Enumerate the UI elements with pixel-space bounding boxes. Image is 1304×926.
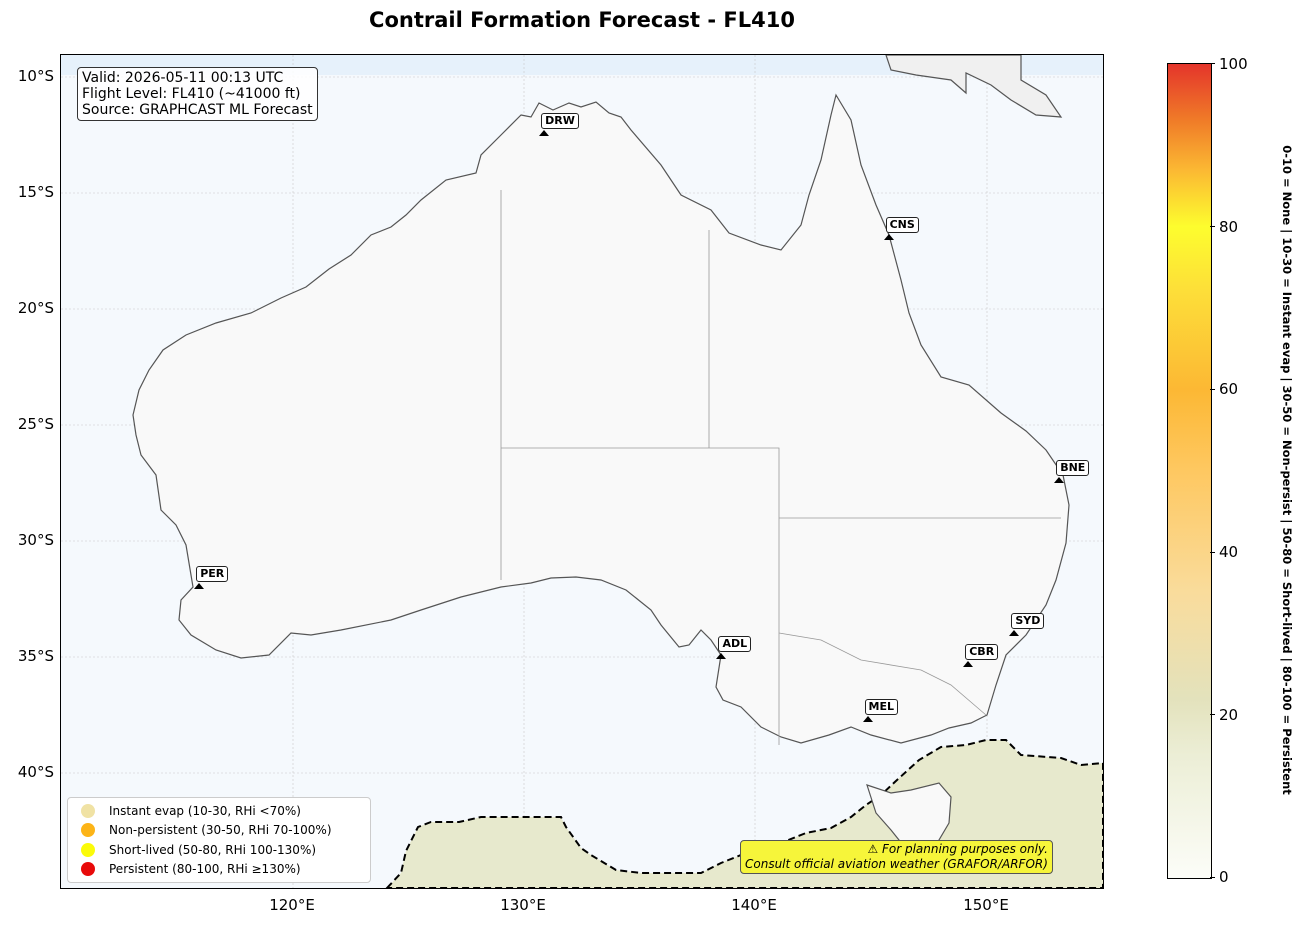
lat-tick: 30°S — [17, 531, 54, 549]
colorbar-tick: 40 — [1219, 543, 1239, 561]
airport-marker — [194, 583, 205, 589]
lat-tick: 15°S — [17, 183, 54, 201]
airport-label[interactable]: CNS — [885, 216, 919, 233]
planning-warning: ⚠ For planning purposes only. Consult of… — [740, 840, 1053, 874]
australia-landmass — [132, 93, 1070, 744]
warning-line-1: ⚠ For planning purposes only. — [867, 842, 1048, 856]
legend-label: Persistent (80-100, RHi ≥130%) — [109, 862, 301, 877]
airport-label[interactable]: BNE — [1056, 460, 1090, 477]
info-source: Source: GRAPHCAST ML Forecast — [82, 102, 313, 118]
lat-tick: 40°S — [17, 763, 54, 781]
airport-marker — [862, 715, 873, 722]
colorbar-tick: 0 — [1219, 868, 1229, 886]
info-box: Valid: 2026-05-11 00:13 UTC Flight Level… — [77, 67, 318, 121]
airport-label[interactable]: SYD — [1011, 612, 1045, 629]
lon-tick: 120°E — [269, 896, 315, 914]
new-guinea — [885, 55, 1063, 118]
airport-marker — [963, 661, 974, 668]
lon-tick: 130°E — [500, 896, 546, 914]
airport-marker — [1054, 477, 1065, 484]
lon-tick: 140°E — [731, 896, 777, 914]
tasmania — [866, 782, 952, 854]
airport-label[interactable]: DRW — [541, 112, 579, 129]
legend-swatch — [81, 862, 95, 877]
northern-band — [61, 55, 1103, 75]
map-canvas — [61, 55, 1103, 888]
chart-title: Contrail Formation Forecast - FL410 — [369, 8, 795, 32]
airport-label[interactable]: ADL — [718, 635, 752, 652]
colorbar-tick: 100 — [1219, 55, 1248, 73]
legend-label: Non-persistent (30-50, RHi 70-100%) — [109, 823, 332, 838]
colorbar-tick: 20 — [1219, 706, 1239, 724]
colorbar-tick: 80 — [1219, 218, 1239, 236]
legend-item: Persistent (80-100, RHi ≥130%) — [74, 860, 364, 880]
legend-item: Non-persistent (30-50, RHi 70-100%) — [74, 821, 364, 841]
warning-line-2: Consult official aviation weather (GRAFO… — [745, 857, 1048, 871]
state-borders — [500, 190, 1061, 745]
airport-marker — [1009, 629, 1020, 636]
airport-label[interactable]: CBR — [965, 644, 999, 661]
legend-swatch — [81, 823, 95, 838]
colorbar — [1167, 63, 1212, 879]
airport-marker — [539, 129, 550, 136]
airport-marker — [883, 233, 894, 240]
legend-swatch — [81, 842, 95, 857]
airport-marker — [716, 652, 727, 659]
lat-tick: 20°S — [17, 299, 54, 317]
colorbar-tick: 60 — [1219, 380, 1239, 398]
legend-item: Short-lived (50-80, RHi 100-130%) — [74, 840, 364, 860]
legend-label: Instant evap (10-30, RHi <70%) — [109, 803, 301, 818]
map-panel[interactable]: Valid: 2026-05-11 00:13 UTC Flight Level… — [60, 54, 1104, 889]
legend-label: Short-lived (50-80, RHi 100-130%) — [109, 842, 317, 857]
airport-label[interactable]: PER — [196, 566, 229, 582]
info-flight-level: Flight Level: FL410 (~41000 ft) — [82, 86, 301, 102]
lat-tick: 35°S — [17, 647, 54, 665]
legend-item: Instant evap (10-30, RHi <70%) — [74, 801, 364, 821]
colorbar-label: 0-10 = None | 10-30 = Instant evap | 30-… — [1280, 145, 1294, 795]
legend-swatch — [81, 803, 95, 818]
lat-tick: 25°S — [17, 415, 54, 433]
airport-label[interactable]: MEL — [864, 698, 899, 715]
legend: Instant evap (10-30, RHi <70%) Non-persi… — [67, 797, 371, 883]
info-valid-time: Valid: 2026-05-11 00:13 UTC — [82, 70, 284, 86]
lat-tick: 10°S — [17, 67, 54, 85]
lon-tick: 150°E — [963, 896, 1009, 914]
